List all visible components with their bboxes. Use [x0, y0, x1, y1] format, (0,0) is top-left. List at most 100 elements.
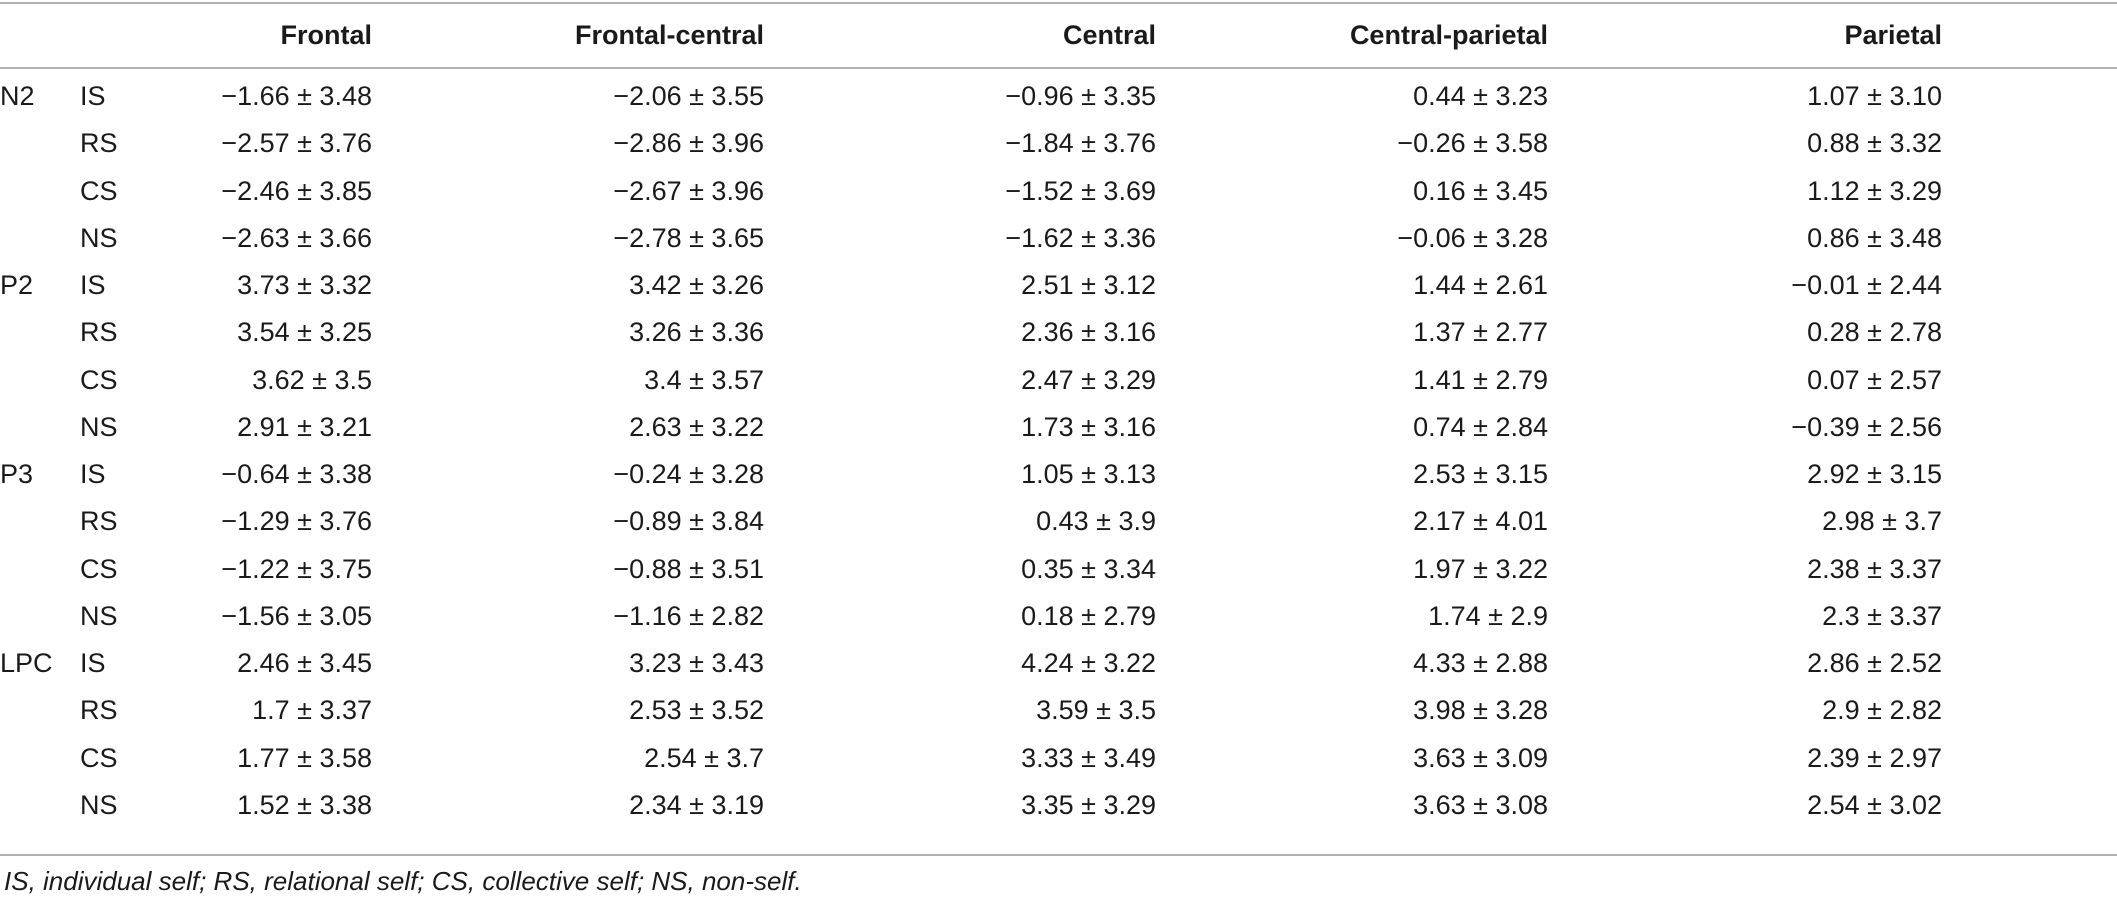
table-row: NS −2.63 ± 3.66 −2.78 ± 3.65 −1.62 ± 3.36 −0…: [0, 215, 2117, 262]
value-cell: 3.98 ± 3.28: [1413, 695, 1548, 726]
group-label: [0, 404, 80, 451]
value-cell: 0.16 ± 3.45: [1413, 175, 1548, 206]
table-body: N2 IS −1.66 ± 3.48 −2.06 ± 3.55 −0.96 ± 3.35…: [0, 68, 2117, 829]
condition-label: CS: [80, 553, 118, 584]
value-cell: −2.67 ± 3.96: [613, 175, 764, 206]
column-header-central-parietal: Central-parietal: [1349, 20, 1548, 50]
value-cell: 1.07 ± 3.10: [1807, 81, 1942, 112]
value-cell: 1.12 ± 3.29: [1807, 175, 1942, 206]
group-label: [0, 593, 80, 640]
group-label: [0, 498, 80, 545]
value-cell: 2.63 ± 3.22: [629, 411, 764, 442]
value-cell: −0.96 ± 3.35: [1005, 81, 1156, 112]
value-cell: 1.7 ± 3.37: [252, 695, 372, 726]
condition-label: NS: [80, 222, 118, 253]
trailing-cell: [1942, 404, 2117, 451]
value-cell: −1.62 ± 3.36: [1005, 222, 1156, 253]
value-cell: 3.54 ± 3.25: [237, 317, 372, 348]
value-cell: 2.91 ± 3.21: [237, 411, 372, 442]
column-header-central: Central: [1062, 20, 1156, 50]
column-header-frontal: Frontal: [280, 20, 373, 50]
value-cell: 1.73 ± 3.16: [1021, 411, 1156, 442]
value-cell: 1.97 ± 3.22: [1413, 553, 1548, 584]
condition-label: NS: [80, 600, 118, 631]
value-cell: −0.24 ± 3.28: [613, 459, 764, 490]
condition-label: RS: [80, 506, 118, 537]
value-cell: 2.86 ± 2.52: [1807, 648, 1942, 679]
table-row: LPC IS 2.46 ± 3.45 3.23 ± 3.43 4.24 ± 3.22 4.…: [0, 640, 2117, 687]
value-cell: 0.43 ± 3.9: [1036, 506, 1156, 537]
trailing-cell: [1942, 498, 2117, 545]
trailing-header-cell: [1942, 4, 2117, 68]
value-cell: −1.66 ± 3.48: [221, 81, 372, 112]
trailing-cell: [1942, 782, 2117, 829]
value-cell: 0.86 ± 3.48: [1807, 222, 1942, 253]
group-header-cell: [0, 4, 80, 68]
value-cell: 0.88 ± 3.32: [1807, 128, 1942, 159]
value-cell: 0.44 ± 3.23: [1413, 81, 1548, 112]
value-cell: 3.23 ± 3.43: [629, 648, 764, 679]
column-header-frontal-central: Frontal-central: [574, 20, 764, 50]
value-cell: 4.33 ± 2.88: [1413, 648, 1548, 679]
trailing-cell: [1942, 73, 2117, 120]
value-cell: 1.44 ± 2.61: [1413, 270, 1548, 301]
table-row: RS −1.29 ± 3.76 −0.89 ± 3.84 0.43 ± 3.9 2.17…: [0, 498, 2117, 545]
group-label: LPC: [0, 648, 53, 679]
table-bottom-rule: [0, 854, 2117, 856]
table-footnote: IS, individual self; RS, relational self…: [4, 866, 802, 896]
condition-label: RS: [80, 128, 118, 159]
group-label: N2: [0, 81, 35, 112]
group-label: [0, 215, 80, 262]
table-row: NS 1.52 ± 3.38 2.34 ± 3.19 3.35 ± 3.29 3.63 …: [0, 782, 2117, 829]
column-header-parietal: Parietal: [1844, 20, 1942, 50]
value-cell: −0.88 ± 3.51: [613, 553, 764, 584]
value-cell: 2.9 ± 2.82: [1822, 695, 1942, 726]
condition-label: CS: [80, 364, 118, 395]
value-cell: 1.37 ± 2.77: [1413, 317, 1548, 348]
trailing-cell: [1942, 640, 2117, 687]
value-cell: 3.35 ± 3.29: [1021, 789, 1156, 820]
condition-label: IS: [80, 270, 106, 301]
table-row: P2 IS 3.73 ± 3.32 3.42 ± 3.26 2.51 ± 3.12 1.4…: [0, 262, 2117, 309]
group-label: [0, 309, 80, 356]
group-label: [0, 546, 80, 593]
value-cell: 2.98 ± 3.7: [1822, 506, 1942, 537]
condition-label: NS: [80, 789, 118, 820]
trailing-cell: [1942, 593, 2117, 640]
group-label: [0, 120, 80, 167]
table-row: P3 IS −0.64 ± 3.38 −0.24 ± 3.28 1.05 ± 3.13 2…: [0, 451, 2117, 498]
trailing-cell: [1942, 735, 2117, 782]
table-row: CS −1.22 ± 3.75 −0.88 ± 3.51 0.35 ± 3.34 1.9…: [0, 546, 2117, 593]
condition-label: RS: [80, 317, 118, 348]
value-cell: 3.62 ± 3.5: [252, 364, 372, 395]
value-cell: 3.42 ± 3.26: [629, 270, 764, 301]
trailing-cell: [1942, 451, 2117, 498]
value-cell: 2.3 ± 3.37: [1822, 600, 1942, 631]
value-cell: −2.86 ± 3.96: [613, 128, 764, 159]
value-cell: 2.54 ± 3.7: [644, 742, 764, 773]
value-cell: −0.26 ± 3.58: [1397, 128, 1548, 159]
value-cell: 3.4 ± 3.57: [644, 364, 764, 395]
table-row: N2 IS −1.66 ± 3.48 −2.06 ± 3.55 −0.96 ± 3.35…: [0, 73, 2117, 120]
condition-label: NS: [80, 411, 118, 442]
trailing-cell: [1942, 357, 2117, 404]
value-cell: 3.63 ± 3.08: [1413, 789, 1548, 820]
value-cell: 2.53 ± 3.52: [629, 695, 764, 726]
table-row: CS 3.62 ± 3.5 3.4 ± 3.57 2.47 ± 3.29 1.41 ± …: [0, 357, 2117, 404]
header-row: Frontal Frontal-central Central Central-…: [0, 4, 2117, 68]
trailing-cell: [1942, 120, 2117, 167]
table-row: NS 2.91 ± 3.21 2.63 ± 3.22 1.73 ± 3.16 0.74 …: [0, 404, 2117, 451]
value-cell: 1.52 ± 3.38: [237, 789, 372, 820]
value-cell: 2.53 ± 3.15: [1413, 459, 1548, 490]
value-cell: −1.56 ± 3.05: [221, 600, 372, 631]
value-cell: −1.52 ± 3.69: [1005, 175, 1156, 206]
value-cell: −0.64 ± 3.38: [221, 459, 372, 490]
value-cell: 3.26 ± 3.36: [629, 317, 764, 348]
value-cell: 2.38 ± 3.37: [1807, 553, 1942, 584]
value-cell: −2.46 ± 3.85: [221, 175, 372, 206]
value-cell: −0.89 ± 3.84: [613, 506, 764, 537]
condition-label: IS: [80, 648, 106, 679]
value-cell: 2.51 ± 3.12: [1021, 270, 1156, 301]
value-cell: −0.06 ± 3.28: [1397, 222, 1548, 253]
condition-label: IS: [80, 459, 106, 490]
